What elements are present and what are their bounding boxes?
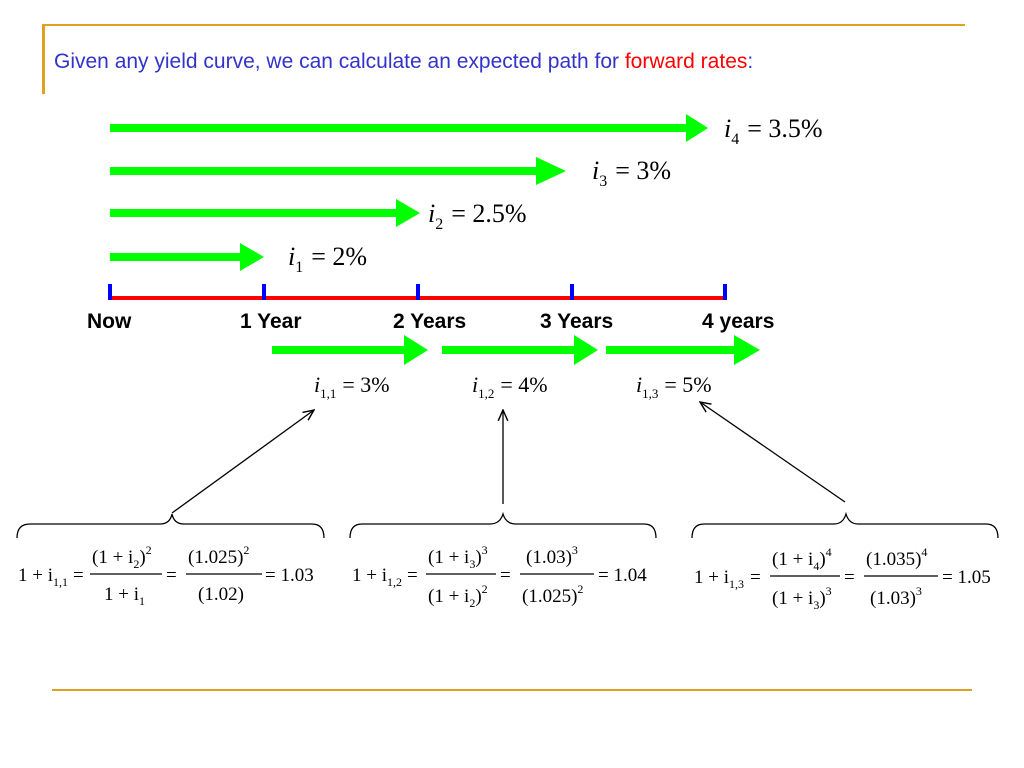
- formula-1-lhs: 1 + i1,1: [18, 565, 68, 589]
- arrow-i3: [110, 157, 566, 185]
- tick-2-years: [416, 284, 420, 300]
- brace-2: [349, 511, 657, 539]
- timeline-ticks: [108, 284, 727, 300]
- spot-rate-i1: i1 = 2%: [288, 242, 367, 276]
- formula-3-f2-den: (1.03)3: [870, 584, 922, 609]
- slide-title: Given any yield curve, we can calculate …: [54, 50, 753, 74]
- formula-1-result: = 1.03: [265, 565, 314, 586]
- spot-rate-arrows: [110, 114, 708, 271]
- formula-3-f2-num: (1.035)4: [866, 545, 927, 570]
- arrow-i1: [110, 243, 264, 271]
- spot-rate-i3: i3 = 3%: [592, 156, 671, 190]
- title-highlight: forward rates: [624, 50, 748, 73]
- formula-2-f1-num: (1 + i3)3: [428, 543, 488, 571]
- timeline-label-1-year: 1 Year: [240, 310, 302, 333]
- forward-rate-i11: i1,1 = 3%: [314, 372, 390, 401]
- forward-rate-labels: i1,1 = 3% i1,2 = 4% i1,3 = 5%: [314, 372, 712, 401]
- formula-2-f2-num: (1.03)3: [526, 543, 578, 568]
- formula-1-eq: =: [73, 565, 84, 586]
- arrow-f13: [606, 335, 760, 365]
- pointer-arrow-3: [700, 402, 846, 503]
- formula-2: 1 + i1,2 = (1 + i3)3 (1 + i2)2 = (1.03)3…: [352, 543, 647, 610]
- brace-1: [16, 513, 325, 539]
- arrow-i2: [110, 199, 420, 227]
- forward-rate-arrows: [272, 335, 760, 365]
- pointer-arrows: [171, 402, 846, 514]
- arrow-f12: [442, 335, 598, 365]
- title-prefix: Given any yield curve, we can calculate …: [54, 50, 625, 73]
- timeline-label-4-years: 4 years: [702, 310, 775, 333]
- forward-rate-i13: i1,3 = 5%: [636, 372, 712, 401]
- title-suffix: :: [747, 50, 754, 73]
- formula-1-f2-num: (1.025)2: [188, 543, 249, 568]
- frame-left-line: [42, 24, 45, 94]
- formula-1: 1 + i1,1 = (1 + i2)2 1 + i1 = (1.025)2 (…: [18, 543, 314, 608]
- formula-3-f1-num: (1 + i4)4: [772, 545, 832, 573]
- arrow-f11: [272, 335, 428, 365]
- spot-rate-i4: i4 = 3.5%: [724, 114, 823, 148]
- pointer-arrow-1: [171, 410, 314, 514]
- formula-2-eq: =: [407, 565, 418, 586]
- formula-2-lhs: 1 + i1,2: [352, 565, 402, 589]
- formula-2-f1-den: (1 + i2)2: [428, 582, 488, 610]
- timeline: [108, 284, 727, 300]
- formula-3-lhs: 1 + i1,3: [694, 567, 744, 591]
- tick-now: [108, 284, 112, 300]
- tick-4-years: [723, 284, 727, 300]
- formula-1-eq2: =: [166, 565, 177, 586]
- formula-1-f1-num: (1 + i2)2: [92, 543, 152, 571]
- formula-3-result: = 1.05: [942, 567, 991, 588]
- formula-2-f2-den: (1.025)2: [522, 582, 583, 607]
- formula-2-result: = 1.04: [598, 565, 647, 586]
- formula-3: 1 + i1,3 = (1 + i4)4 (1 + i3)3 = (1.035)…: [694, 545, 991, 612]
- arrow-i4: [110, 114, 708, 142]
- frame-bottom-line: [52, 689, 972, 691]
- formula-1-f1-den: 1 + i1: [104, 584, 145, 608]
- formula-2-eq2: =: [500, 565, 511, 586]
- formula-3-eq: =: [750, 567, 761, 588]
- forward-rate-i12: i1,2 = 4%: [472, 372, 548, 401]
- timeline-label-2-years: 2 Years: [393, 310, 467, 333]
- timeline-label-3-years: 3 Years: [540, 310, 614, 333]
- formula-3-f1-den: (1 + i3)3: [772, 584, 832, 612]
- timeline-label-now: Now: [87, 310, 132, 333]
- tick-1-year: [262, 284, 266, 300]
- spot-rate-i2: i2 = 2.5%: [428, 199, 527, 233]
- brace-3: [691, 511, 999, 539]
- braces: [16, 511, 999, 539]
- formula-1-f2-den: (1.02): [198, 584, 244, 605]
- spot-rate-labels: i4 = 3.5% i3 = 3% i2 = 2.5% i1 = 2%: [288, 114, 823, 276]
- tick-3-years: [570, 284, 574, 300]
- formula-3-eq2: =: [844, 567, 855, 588]
- frame-top-line: [43, 24, 965, 26]
